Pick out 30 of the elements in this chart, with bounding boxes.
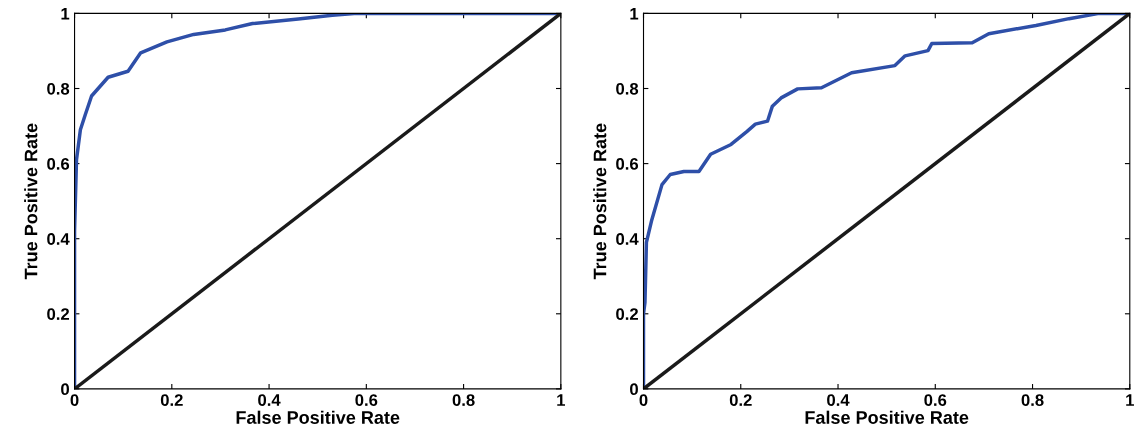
y-tick-label: 0.8	[47, 82, 70, 95]
y-tick-label: 0.4	[616, 233, 639, 245]
x-tick-label: 0.6	[924, 394, 947, 406]
y-tick-label: 0.8	[616, 82, 639, 95]
y-tick-label: 0.6	[616, 158, 639, 170]
y-tick-label: 0.4	[47, 233, 70, 245]
line-series	[643, 13, 1130, 389]
y-tick-label: 0.2	[616, 308, 638, 320]
x-tick-label: 1	[557, 394, 566, 406]
x-tick-label: 0	[70, 394, 79, 406]
line-series	[74, 13, 561, 389]
x-axis-title: False Positive Rate	[236, 410, 400, 424]
y-axis-title: True Positive Rate	[593, 123, 607, 280]
x-tick-label: 1	[1126, 394, 1134, 406]
y-tick-label: 1	[630, 7, 639, 20]
y-tick-label: 0.6	[47, 158, 70, 170]
x-tick-label: 0.6	[355, 394, 378, 406]
y-tick-label: 0	[61, 383, 70, 396]
x-axis-title: False Positive Rate	[805, 410, 969, 424]
y-tick-label: 1	[61, 7, 70, 20]
x-tick-label: 0.8	[1021, 394, 1044, 406]
x-tick-label: 0.4	[258, 394, 281, 406]
x-tick-label: 0.2	[160, 394, 183, 406]
y-tick-label: 0.2	[47, 308, 70, 320]
x-tick-label: 0.2	[729, 394, 752, 406]
x-tick-label: 0	[639, 394, 648, 406]
x-tick-label: 0.4	[827, 394, 850, 406]
y-tick-label: 0	[630, 383, 638, 396]
x-tick-label: 0.8	[452, 394, 475, 406]
y-axis-title: True Positive Rate	[24, 123, 38, 280]
